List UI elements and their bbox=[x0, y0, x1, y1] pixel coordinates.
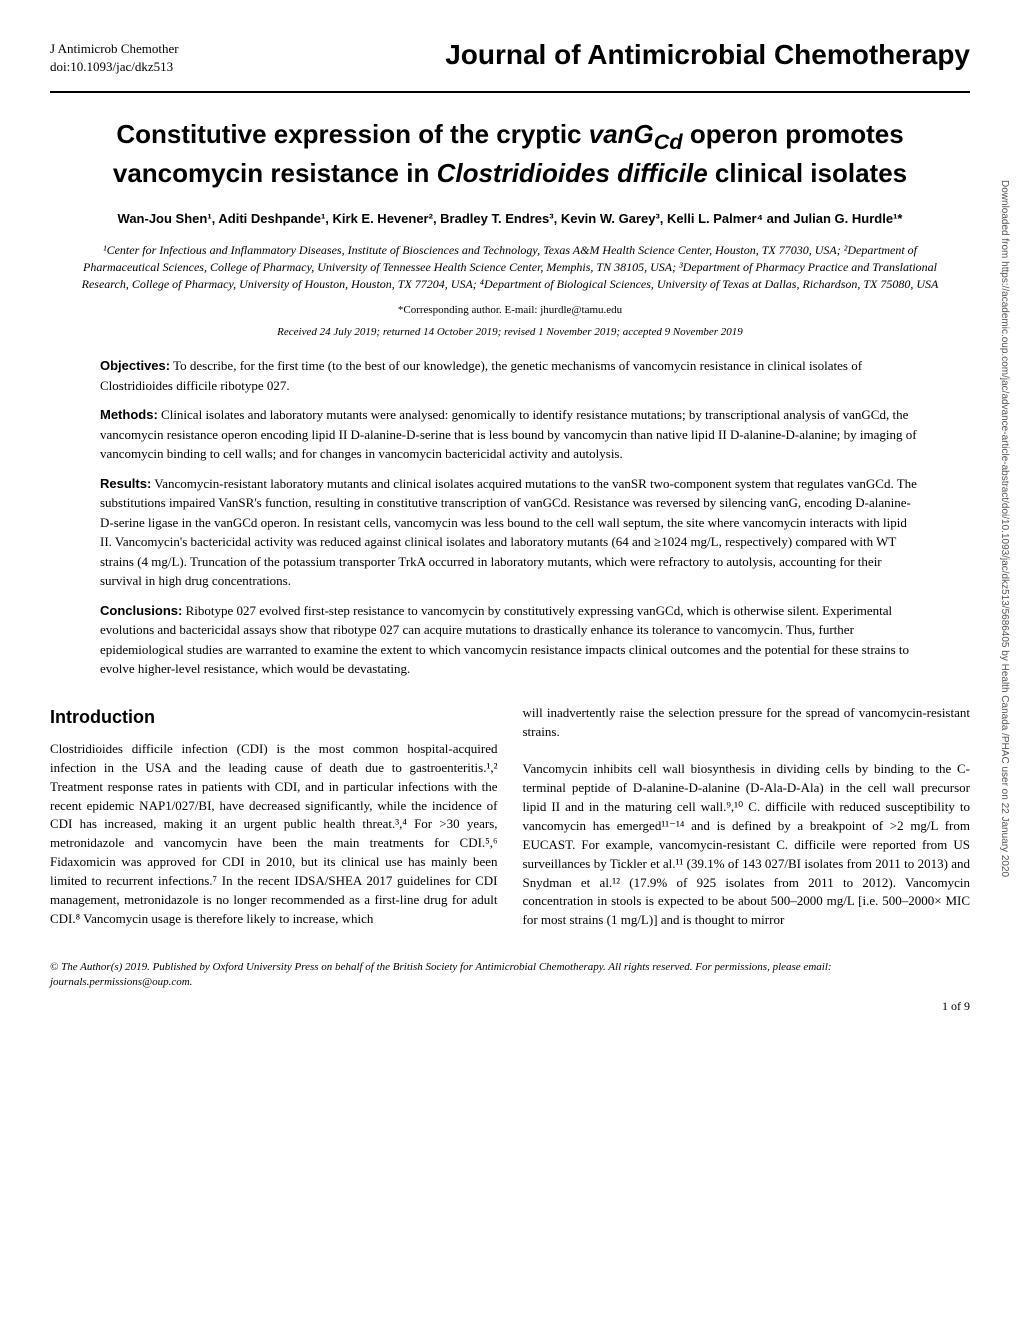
column-right: will inadvertently raise the selection p… bbox=[523, 704, 971, 930]
abstract-results: Results: Vancomycin-resistant laboratory… bbox=[100, 474, 920, 591]
page-number: 1 of 9 bbox=[50, 999, 970, 1014]
abstract-methods: Methods: Clinical isolates and laborator… bbox=[100, 405, 920, 464]
title-part3: clinical isolates bbox=[708, 158, 907, 188]
objectives-label: Objectives: bbox=[100, 358, 170, 373]
journal-short: J Antimicrob Chemother bbox=[50, 40, 179, 58]
abstract-conclusions: Conclusions: Ribotype 027 evolved first-… bbox=[100, 601, 920, 679]
abstract: Objectives: To describe, for the first t… bbox=[100, 356, 920, 679]
introduction-heading: Introduction bbox=[50, 704, 498, 730]
results-label: Results: bbox=[100, 476, 151, 491]
title-italic2: Clostridioides difficile bbox=[437, 158, 708, 188]
header-left: J Antimicrob Chemother doi:10.1093/jac/d… bbox=[50, 40, 179, 76]
conclusions-label: Conclusions: bbox=[100, 603, 182, 618]
journal-title: Journal of Antimicrobial Chemotherapy bbox=[445, 40, 970, 71]
results-text: Vancomycin-resistant laboratory mutants … bbox=[100, 476, 917, 589]
intro-paragraph-2: will inadvertently raise the selection p… bbox=[523, 704, 971, 930]
intro-paragraph-1: Clostridioides difficile infection (CDI)… bbox=[50, 740, 498, 928]
title-italic1: vanGCd bbox=[589, 119, 683, 149]
body-text: Introduction Clostridioides difficile in… bbox=[50, 704, 970, 930]
title-part1: Constitutive expression of the cryptic bbox=[116, 119, 588, 149]
article-title: Constitutive expression of the cryptic v… bbox=[110, 118, 910, 190]
abstract-objectives: Objectives: To describe, for the first t… bbox=[100, 356, 920, 395]
copyright-notice: © The Author(s) 2019. Published by Oxfor… bbox=[50, 960, 970, 991]
article-dates: Received 24 July 2019; returned 14 Octob… bbox=[50, 326, 970, 338]
download-watermark: Downloaded from https://academic.oup.com… bbox=[999, 180, 1010, 877]
column-left: Introduction Clostridioides difficile in… bbox=[50, 704, 498, 930]
doi: doi:10.1093/jac/dkz513 bbox=[50, 58, 179, 76]
methods-text: Clinical isolates and laboratory mutants… bbox=[100, 407, 917, 461]
page-header: J Antimicrob Chemother doi:10.1093/jac/d… bbox=[50, 40, 970, 93]
corresponding-author: *Corresponding author. E-mail: jhurdle@t… bbox=[50, 304, 970, 316]
authors: Wan-Jou Shen¹, Aditi Deshpande¹, Kirk E.… bbox=[50, 209, 970, 229]
methods-label: Methods: bbox=[100, 407, 158, 422]
affiliations: ¹Center for Infectious and Inflammatory … bbox=[80, 242, 940, 292]
conclusions-text: Ribotype 027 evolved first-step resistan… bbox=[100, 603, 909, 677]
objectives-text: To describe, for the first time (to the … bbox=[100, 358, 862, 393]
